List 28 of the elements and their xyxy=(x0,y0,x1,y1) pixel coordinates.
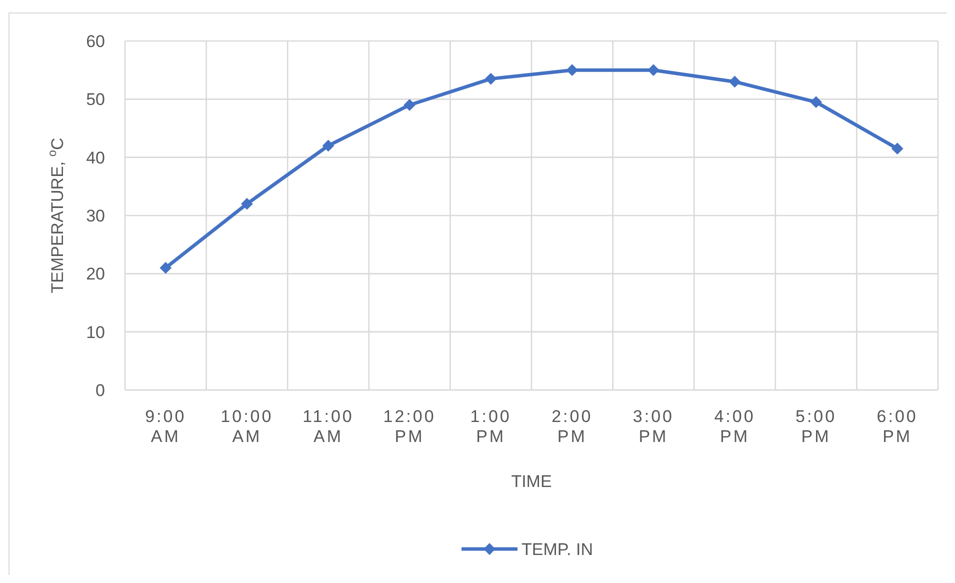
x-tick-label: 6:00 PM xyxy=(876,407,918,446)
y-tick-label: 50 xyxy=(86,90,105,110)
y-tick-label: 20 xyxy=(86,264,105,284)
point xyxy=(891,142,904,155)
x-tick-label: 4:00 PM xyxy=(714,407,756,446)
y-tick-label: 0 xyxy=(96,380,105,400)
point xyxy=(484,72,497,85)
x-tick-label: 5:00 PM xyxy=(796,407,837,446)
point xyxy=(241,198,253,210)
x-tick-label: 12:00 PM xyxy=(383,407,436,446)
y-tick-label: 10 xyxy=(86,322,105,342)
legend-label: TEMP. IN xyxy=(522,540,593,559)
point xyxy=(648,64,660,76)
x-tick-label: 1:00 PM xyxy=(470,407,512,446)
x-tick-label: 11:00 AM xyxy=(302,407,354,446)
x-axis-title: TIME xyxy=(511,472,552,491)
y-tick-label: 30 xyxy=(86,206,105,226)
x-tick-label: 9:00 AM xyxy=(145,407,186,446)
point xyxy=(404,99,416,111)
point xyxy=(322,140,334,152)
y-tick-label: 60 xyxy=(86,32,105,51)
point xyxy=(810,96,822,108)
point xyxy=(160,262,172,274)
point xyxy=(728,76,741,88)
y-tick-label: 40 xyxy=(86,148,105,168)
x-tick-label: 3:00 PM xyxy=(632,407,674,446)
x-tick-label: 10:00 AM xyxy=(220,407,274,446)
x-tick-label: 2:00 PM xyxy=(552,407,593,446)
